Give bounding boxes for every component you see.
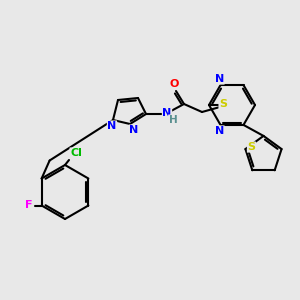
Text: N: N bbox=[162, 108, 172, 118]
Text: O: O bbox=[169, 79, 179, 89]
Text: S: S bbox=[219, 99, 227, 109]
Text: H: H bbox=[169, 115, 177, 125]
Text: N: N bbox=[129, 125, 139, 135]
Text: Cl: Cl bbox=[70, 148, 82, 158]
Text: N: N bbox=[215, 74, 224, 84]
Text: S: S bbox=[248, 142, 255, 152]
Text: N: N bbox=[215, 126, 224, 136]
Text: F: F bbox=[25, 200, 32, 211]
Text: N: N bbox=[107, 121, 117, 131]
